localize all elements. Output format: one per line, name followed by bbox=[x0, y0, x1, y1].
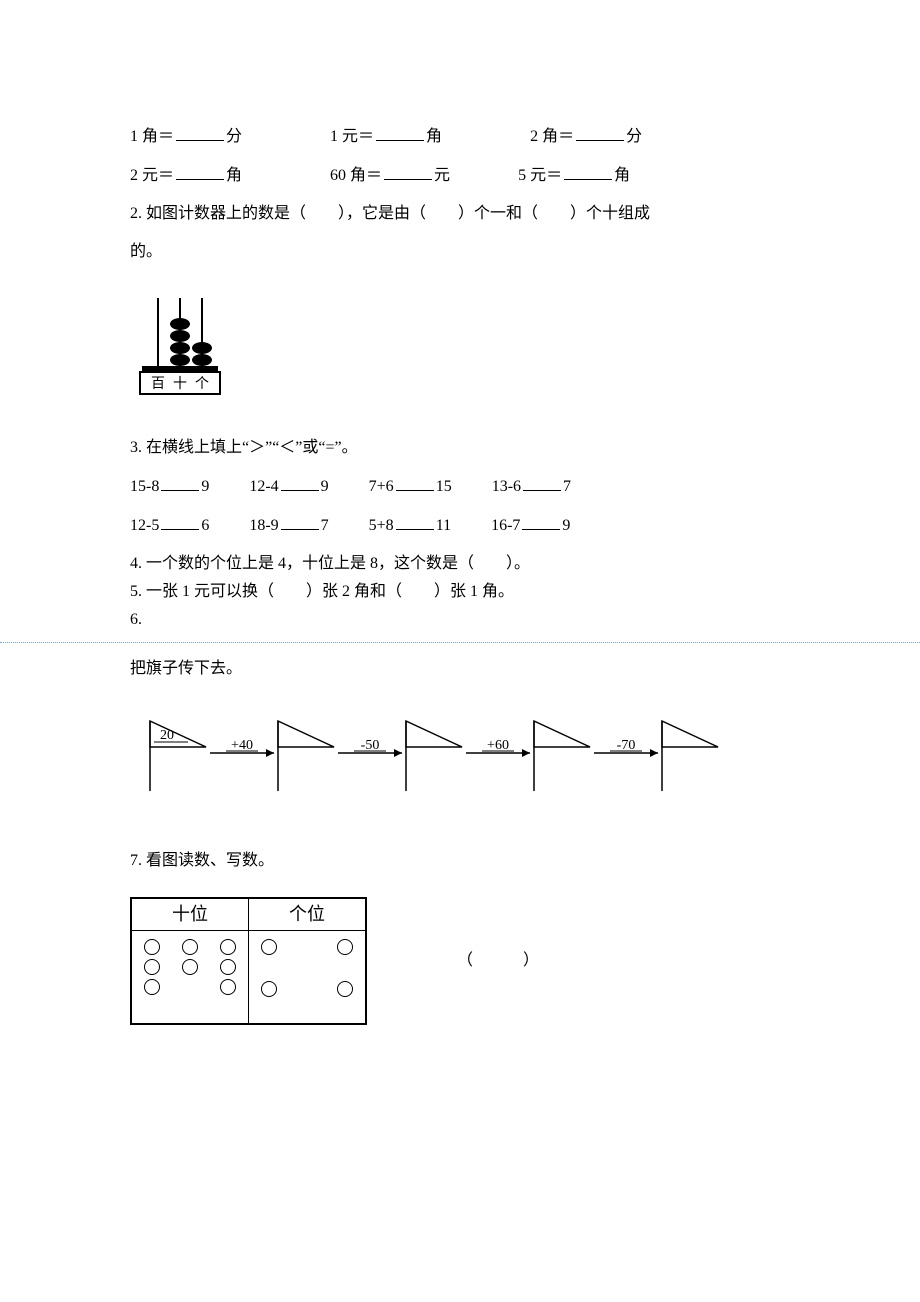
place-value-table: 十位 个位 bbox=[130, 897, 367, 1025]
q4-text: 4. 一个数的个位上是 4，十位上是 8，这个数是（ ）。 bbox=[130, 552, 790, 576]
q1-blank[interactable] bbox=[384, 163, 432, 180]
q3-blank[interactable] bbox=[523, 474, 561, 491]
svg-text:个: 个 bbox=[195, 376, 209, 392]
q3-expr-right: 11 bbox=[436, 517, 451, 534]
q1-item-text: 2 角＝ bbox=[530, 128, 574, 145]
q1-item-unit: 元 bbox=[434, 167, 450, 184]
page-separator bbox=[0, 642, 920, 643]
pv-header-ones: 个位 bbox=[249, 898, 367, 931]
q1-item-unit: 角 bbox=[614, 167, 630, 184]
q7-answer-paren[interactable]: （ ） bbox=[457, 949, 545, 973]
q1-item-unit: 分 bbox=[626, 128, 642, 145]
q6-title: 把旗子传下去。 bbox=[130, 657, 790, 681]
q3-expr-left: 18-9 bbox=[249, 517, 278, 534]
q3-expr-right: 9 bbox=[201, 478, 209, 495]
q3-expr-left: 5+8 bbox=[369, 517, 394, 534]
svg-text:百: 百 bbox=[151, 376, 165, 392]
q7-title: 7. 看图读数、写数。 bbox=[130, 849, 790, 873]
pv-tens-cell bbox=[131, 931, 249, 1025]
pv-ones-cell bbox=[249, 931, 367, 1025]
q1-row-2: 2 元＝ 角 60 角＝ 元 5 元＝ 角 bbox=[130, 163, 790, 188]
q1-blank[interactable] bbox=[564, 163, 612, 180]
q1-row-1: 1 角＝ 分 1 元＝ 角 2 角＝ 分 bbox=[130, 124, 790, 149]
q3-expr-left: 15-8 bbox=[130, 478, 159, 495]
q2-text-line-1: 2. 如图计数器上的数是（ ），它是由（ ）个一和（ ）个十组成 bbox=[130, 202, 790, 226]
q3-expr-right: 9 bbox=[562, 517, 570, 534]
pv-header-tens: 十位 bbox=[131, 898, 249, 931]
place-value-figure: 十位 个位 （ ） bbox=[130, 897, 790, 1025]
q3-expr-left: 13-6 bbox=[492, 478, 521, 495]
q1-item-unit: 角 bbox=[426, 128, 442, 145]
q5-text: 5. 一张 1 元可以换（ ）张 2 角和（ ）张 1 角。 bbox=[130, 580, 790, 604]
q3-title: 3. 在横线上填上“＞”“＜”或“=”。 bbox=[130, 436, 790, 460]
q1-item-text: 60 角＝ bbox=[330, 167, 382, 184]
q3-blank[interactable] bbox=[161, 474, 199, 491]
q3-blank[interactable] bbox=[281, 513, 319, 530]
q3-blank[interactable] bbox=[161, 513, 199, 530]
q1-item-text: 1 元＝ bbox=[330, 128, 374, 145]
q1-blank[interactable] bbox=[176, 163, 224, 180]
q3-blank[interactable] bbox=[522, 513, 560, 530]
q2-text-line-2: 的。 bbox=[130, 240, 790, 264]
q3-expr-right: 6 bbox=[201, 517, 209, 534]
q4-q6-block: 4. 一个数的个位上是 4，十位上是 8，这个数是（ ）。 5. 一张 1 元可… bbox=[130, 552, 790, 632]
q3-expr-right: 9 bbox=[321, 478, 329, 495]
q3-row: 12-5 6 18-9 7 5+8 11 16-7 9 bbox=[130, 513, 790, 538]
flags-diagram: 20+40-50+60-70 bbox=[130, 711, 790, 801]
svg-text:十: 十 bbox=[173, 376, 187, 392]
q1-item-text: 2 元＝ bbox=[130, 167, 174, 184]
q3-expr-left: 12-4 bbox=[249, 478, 278, 495]
q2-text: 2. 如图计数器上的数是（ ），它是由（ ）个一和（ ）个十组成 bbox=[130, 205, 650, 222]
q1-item-text: 5 元＝ bbox=[518, 167, 562, 184]
q3-blank[interactable] bbox=[396, 474, 434, 491]
q3-expr-right: 7 bbox=[563, 478, 571, 495]
q3-row: 15-8 9 12-4 9 7+6 15 13-6 7 bbox=[130, 474, 790, 499]
svg-text:20: 20 bbox=[160, 728, 174, 743]
q1-item-text: 1 角＝ bbox=[130, 128, 174, 145]
q1-blank[interactable] bbox=[576, 124, 624, 141]
q3-blank[interactable] bbox=[396, 513, 434, 530]
q1-item-unit: 角 bbox=[226, 167, 242, 184]
q1-blank[interactable] bbox=[376, 124, 424, 141]
q1-blank[interactable] bbox=[176, 124, 224, 141]
q3-expr-right: 15 bbox=[436, 478, 452, 495]
worksheet-page: 1 角＝ 分 1 元＝ 角 2 角＝ 分 2 元＝ 角 60 角＝ 元 5 元＝ 角 2. … bbox=[0, 0, 920, 1109]
q1-item-unit: 分 bbox=[226, 128, 242, 145]
q3-expr-left: 16-7 bbox=[491, 517, 520, 534]
abacus-figure: 百十个 bbox=[130, 288, 790, 406]
q2-text: 的。 bbox=[130, 243, 162, 260]
q3-expr-left: 7+6 bbox=[369, 478, 394, 495]
q6-label: 6. bbox=[130, 608, 790, 632]
q3-expr-left: 12-5 bbox=[130, 517, 159, 534]
q3-blank[interactable] bbox=[281, 474, 319, 491]
q3-expr-right: 7 bbox=[321, 517, 329, 534]
flags-figure: 20+40-50+60-70 bbox=[130, 711, 790, 809]
abacus-icon: 百十个 bbox=[130, 288, 230, 398]
